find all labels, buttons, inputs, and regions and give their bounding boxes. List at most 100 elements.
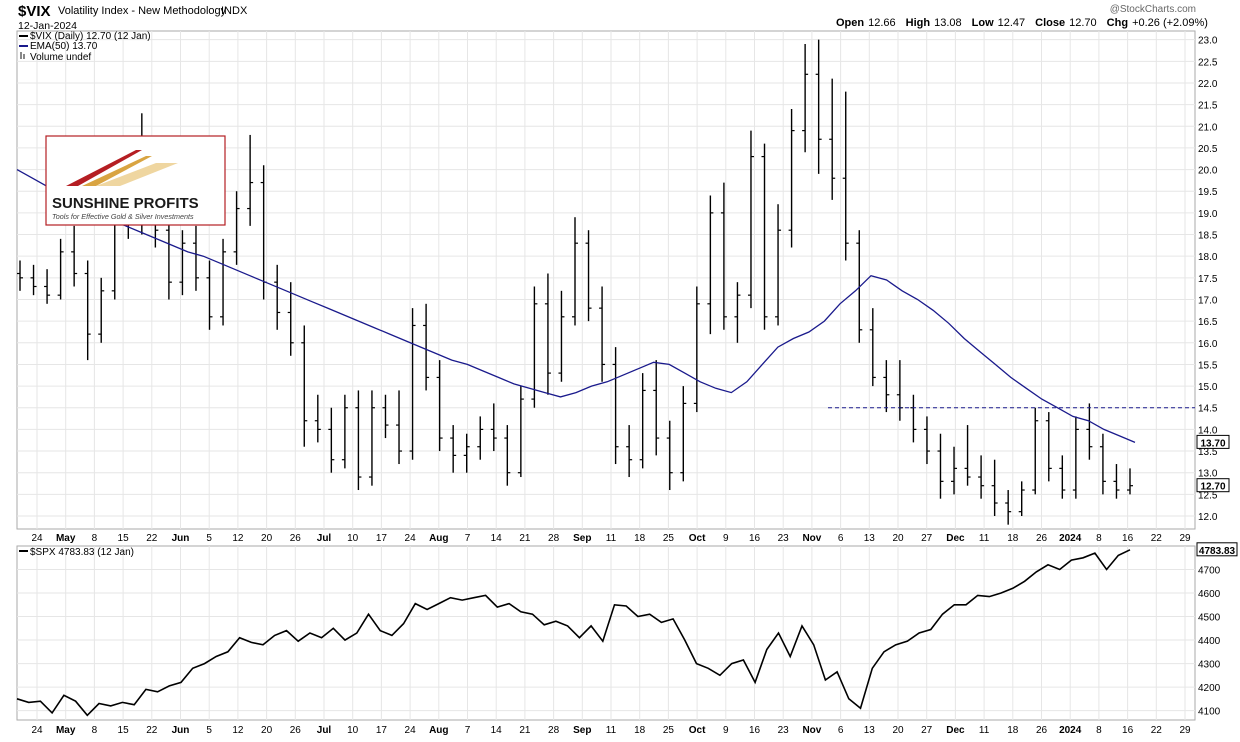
vix-ohlc-bar — [626, 425, 633, 478]
vix-x-tick-label: Sep — [573, 533, 591, 544]
spx-x-tick-label: 9 — [723, 725, 729, 736]
vix-ohlc-bar — [463, 433, 470, 473]
vix-ohlc-bar — [30, 264, 37, 296]
vix-ohlc-bar — [233, 191, 240, 265]
vix-x-tick-label: May — [56, 533, 76, 544]
vix-x-tick-label: 24 — [31, 533, 43, 544]
spx-x-tick-label: 11 — [606, 725, 617, 736]
vix-y-tick-label: 22.5 — [1198, 57, 1218, 68]
vix-ohlc-bar — [761, 143, 768, 330]
vix-x-tick-label: Dec — [946, 533, 965, 544]
vix-y-tick-label: 15.5 — [1198, 360, 1218, 371]
vix-x-tick-label: 10 — [347, 533, 359, 544]
spx-x-tick-label: 24 — [405, 725, 417, 736]
vix-x-tick-label: 9 — [723, 533, 729, 544]
copyright-label: @StockCharts.com — [1110, 4, 1196, 15]
spx-panel: 4100 4200 4300 4400 4500 4600 4700 4783.83 24 Ma… — [16, 542, 1238, 736]
vix-x-tick-label: 26 — [290, 533, 302, 544]
vix-ohlc-bar — [328, 407, 335, 473]
exchange-label: INDX — [221, 5, 248, 17]
spx-x-tick-label: Nov — [802, 725, 821, 736]
ohlc-value-low: 12.47 — [998, 17, 1026, 29]
vix-ohlc-bar — [396, 390, 403, 465]
spx-x-tick-label: Aug — [429, 725, 448, 736]
vix-x-tick-label: 8 — [1096, 533, 1102, 544]
spx-line — [16, 549, 1131, 717]
vix-ohlc-bar — [1127, 468, 1133, 495]
vix-x-tick-label: Jul — [317, 533, 332, 544]
vix-x-tick-label: 26 — [1036, 533, 1048, 544]
vix-ohlc-bar — [910, 394, 917, 443]
vix-ohlc-bar — [17, 260, 23, 291]
vix-ohlc-bar — [842, 91, 849, 261]
vix-ohlc-bar — [57, 238, 64, 300]
vix-x-tick-label: 8 — [92, 533, 98, 544]
vix-x-tick-label: 25 — [663, 533, 675, 544]
ohlc-label-high: High — [906, 17, 931, 29]
vix-ohlc-bar — [558, 290, 565, 382]
vix-y-tick-label: 18.5 — [1198, 231, 1218, 242]
vix-x-tick-label: 5 — [206, 533, 212, 544]
vix-ohlc-bar — [585, 230, 592, 322]
ohlc-value-chg: +0.26 (+2.09%) — [1132, 17, 1208, 29]
spx-x-tick-label: 29 — [1179, 725, 1191, 736]
spx-y-tick-label: 4200 — [1198, 683, 1221, 694]
vix-y-tick-label: 13.5 — [1198, 447, 1218, 458]
spx-x-tick-label: Jul — [317, 725, 332, 736]
spx-legend-label: $SPX 4783.83 (12 Jan) — [30, 547, 134, 558]
spx-x-tick-label: 21 — [519, 725, 531, 736]
vix-ohlc-bar — [1005, 490, 1012, 525]
vix-ohlc-bar — [287, 282, 294, 356]
spx-y-tick-label: 4100 — [1198, 707, 1221, 718]
vix-ohlc-bar — [707, 195, 714, 335]
ohlc-label-low: Low — [972, 17, 994, 29]
vix-ohlc-bar — [951, 446, 958, 495]
vix-ohlc-bar — [206, 260, 213, 330]
vix-ohlc-bar — [341, 394, 348, 469]
vix-last-value-tag: 12.70 — [1196, 478, 1230, 493]
vix-y-tick-label: 14.5 — [1198, 404, 1218, 415]
vix-ohlc-bar — [355, 390, 362, 491]
spx-x-tick-label: 15 — [118, 725, 130, 736]
vix-ohlc-bar — [314, 394, 321, 443]
ohlc-value-close: 12.70 — [1069, 17, 1097, 29]
vix-ohlc-bar — [247, 134, 254, 226]
vix-x-tick-label: 6 — [838, 533, 844, 544]
vix-ohlc-bar — [883, 360, 890, 413]
vix-x-tick-label: 27 — [921, 533, 933, 544]
vix-ohlc-bar — [368, 390, 375, 486]
symbol-label: $VIX — [18, 3, 51, 20]
vix-x-tick-label: 17 — [376, 533, 388, 544]
spx-x-tick-label: 16 — [1122, 725, 1134, 736]
vix-ohlc-bar — [1045, 412, 1052, 482]
spx-x-tick-label: Dec — [946, 725, 965, 736]
spx-x-tick-label: Sep — [573, 725, 591, 736]
vix-ohlc-bar — [1113, 464, 1120, 499]
vix-ohlc-bar — [436, 360, 443, 452]
ema50-line — [16, 169, 1136, 443]
vix-ohlc-bar — [720, 182, 727, 330]
vix-y-tick-label: 16.0 — [1198, 339, 1218, 350]
spx-x-tick-label: 22 — [1151, 725, 1163, 736]
spx-y-tick-label: 4400 — [1198, 636, 1221, 647]
sunshine-profits-logo: SUNSHINE PROFITS Tools for Effective Gol… — [45, 135, 226, 226]
vix-y-tick-label: 16.5 — [1198, 317, 1218, 328]
vix-y-tick-label: 12.0 — [1198, 512, 1218, 523]
vix-x-tick-label: 20 — [892, 533, 904, 544]
vix-x-tick-label: 15 — [118, 533, 130, 544]
logo-brand: SUNSHINE PROFITS — [52, 195, 199, 212]
vix-ohlc-bar — [179, 230, 186, 296]
spx-x-tick-label: 26 — [290, 725, 302, 736]
ema-legend-label: EMA(50) 13.70 — [30, 41, 98, 52]
vix-y-tick-label: 21.0 — [1198, 122, 1218, 133]
spx-x-tick-label: 12 — [232, 725, 244, 736]
vix-ohlc-bar — [923, 416, 930, 465]
vix-panel-frame — [16, 30, 1196, 530]
vix-x-tick-label: Jun — [172, 533, 190, 544]
vix-ohlc-bar — [802, 43, 809, 153]
ohlc-label-open: Open — [836, 17, 864, 29]
spx-legend: $SPX 4783.83 (12 Jan) — [19, 547, 134, 558]
vix-x-tick-label: 21 — [519, 533, 531, 544]
vix-ohlc-bar — [666, 420, 673, 491]
